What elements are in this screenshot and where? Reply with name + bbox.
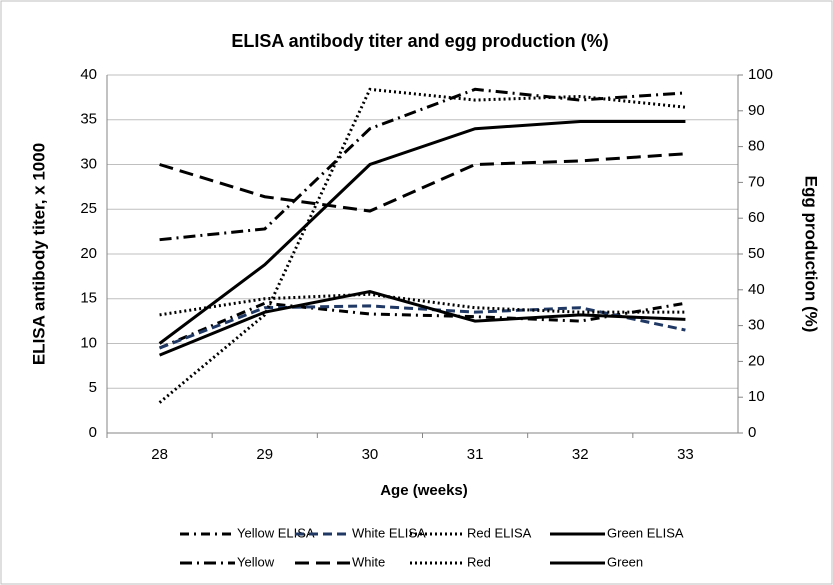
- y-tick-label: 10: [80, 334, 97, 351]
- y-tick-label: 20: [80, 245, 97, 262]
- series-line: [159, 87, 686, 242]
- y-tick-label: 35: [80, 111, 97, 128]
- y2-tick-label: 30: [748, 317, 765, 334]
- legend-label: Yellow ELISA: [237, 525, 315, 540]
- y-tick-label: 40: [80, 66, 97, 83]
- y2-tick-label: 90: [748, 102, 765, 119]
- series-line: [159, 152, 686, 213]
- legend-label: Yellow: [237, 554, 275, 569]
- x-tick-label: 30: [362, 446, 379, 463]
- series-line: [159, 304, 686, 350]
- y2-tick-label: 80: [748, 138, 765, 155]
- y-tick-label: 30: [80, 155, 97, 172]
- series-line: [158, 301, 686, 350]
- series-line: [159, 292, 686, 317]
- y-tick-label: 25: [80, 200, 97, 217]
- y2-tick-label: 0: [748, 424, 756, 441]
- legend-label: Red ELISA: [467, 525, 532, 540]
- legend-label: White: [352, 554, 385, 569]
- x-axis-label: Age (weeks): [380, 482, 468, 499]
- x-tick-label: 29: [256, 446, 273, 463]
- x-tick-label: 31: [467, 446, 484, 463]
- x-tick-label: 32: [572, 446, 589, 463]
- series-line: [159, 290, 686, 357]
- y2-tick-label: 100: [748, 66, 773, 83]
- y-tick-label: 15: [80, 290, 97, 307]
- y2-axis-label: Egg production (%): [802, 176, 821, 333]
- legend-label: White ELISA: [352, 525, 426, 540]
- legend-label: Red: [467, 554, 491, 569]
- series-line: [158, 120, 686, 345]
- x-tick-label: 28: [151, 446, 168, 463]
- y2-tick-label: 70: [748, 173, 765, 190]
- legend-label: Green: [607, 554, 643, 569]
- y2-tick-label: 40: [748, 281, 765, 298]
- y2-tick-label: 50: [748, 245, 765, 262]
- chart-title: ELISA antibody titer and egg production …: [231, 31, 608, 51]
- y-tick-label: 5: [89, 379, 97, 396]
- x-tick-label: 33: [677, 446, 694, 463]
- y2-tick-label: 20: [748, 352, 765, 369]
- y-tick-label: 0: [89, 424, 97, 441]
- y-axis-label: ELISA antibody titer, x 1000: [29, 143, 48, 365]
- y2-tick-label: 10: [748, 388, 765, 405]
- legend-label: Green ELISA: [607, 525, 684, 540]
- y2-tick-label: 60: [748, 209, 765, 226]
